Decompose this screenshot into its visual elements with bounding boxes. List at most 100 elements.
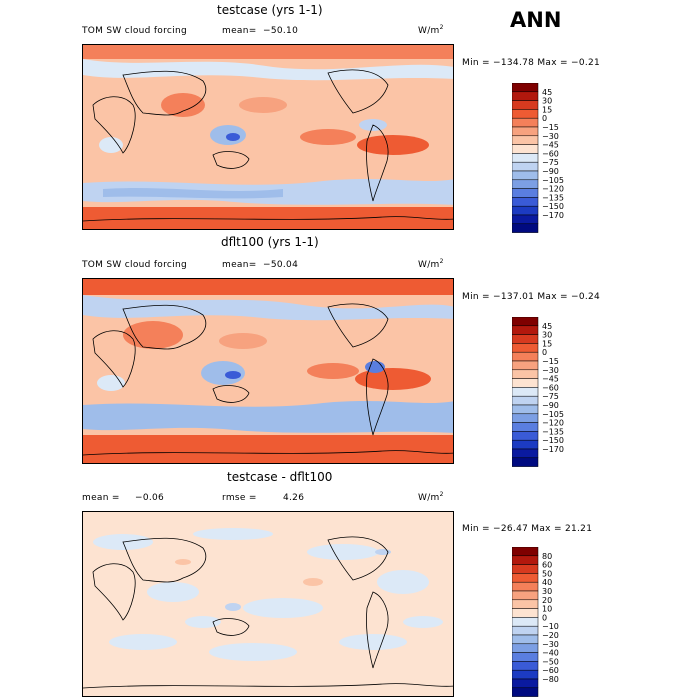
colorbar-tick-label: −75 bbox=[542, 158, 559, 167]
panel3-rmse-value: 4.26 bbox=[283, 493, 305, 503]
colorbar-tick-label: 20 bbox=[542, 596, 552, 605]
colorbar-tick-label: −60 bbox=[542, 149, 559, 158]
colorbar-swatch bbox=[512, 325, 539, 335]
colorbar-swatch bbox=[512, 634, 539, 645]
colorbar-tick-label: 30 bbox=[542, 587, 552, 596]
colorbar-swatch bbox=[512, 608, 539, 618]
colorbar-tick-label: −30 bbox=[542, 640, 559, 649]
colorbar-tick-label: −60 bbox=[542, 666, 559, 675]
colorbar-tick-label: −75 bbox=[542, 392, 559, 401]
colorbar-swatch bbox=[512, 431, 539, 441]
colorbar-tick-label: 15 bbox=[542, 105, 552, 114]
colorbar-swatch bbox=[512, 100, 539, 110]
panel1-units: W/m2 bbox=[418, 24, 444, 36]
colorbar-tick-label: 0 bbox=[542, 348, 547, 357]
panel1-map-field bbox=[83, 45, 453, 229]
colorbar-swatch bbox=[512, 599, 539, 609]
colorbar-tick-label: −120 bbox=[542, 419, 564, 428]
panel1-variable: TOM SW cloud forcing bbox=[82, 26, 187, 36]
panel3-rmse-label: rmse = bbox=[222, 493, 257, 503]
colorbar-swatch bbox=[512, 573, 539, 583]
panel2-colorbar: 4530150−15−30−45−60−75−90−105−120−135−15… bbox=[512, 317, 564, 467]
panel1-colorbar: 4530150−15−30−45−60−75−90−105−120−135−15… bbox=[512, 83, 564, 233]
colorbar-tick-label: −45 bbox=[542, 375, 559, 384]
colorbar-tick-label: 10 bbox=[542, 605, 552, 614]
colorbar-tick-label: −150 bbox=[542, 202, 564, 211]
colorbar-swatch bbox=[512, 404, 539, 415]
colorbar-tick-label: −50 bbox=[542, 657, 559, 666]
colorbar-swatch bbox=[512, 669, 539, 680]
colorbar-tick-label: 0 bbox=[542, 114, 547, 123]
panel2-mean-value: −50.04 bbox=[263, 260, 299, 270]
colorbar-swatch bbox=[512, 351, 539, 362]
colorbar-swatch bbox=[512, 413, 539, 423]
colorbar-swatch bbox=[512, 223, 539, 233]
colorbar-swatch bbox=[512, 457, 539, 467]
panel2-mean-label: mean= bbox=[222, 260, 257, 270]
colorbar-tick-label: 30 bbox=[542, 97, 552, 106]
colorbar-tick-label: 45 bbox=[542, 88, 552, 97]
colorbar-tick-label: −30 bbox=[542, 366, 559, 375]
colorbar-swatch bbox=[512, 564, 539, 574]
colorbar-tick-label: −20 bbox=[542, 631, 559, 640]
panel3-mean-label: mean = bbox=[82, 493, 120, 503]
colorbar-swatch bbox=[512, 422, 539, 432]
colorbar-swatch bbox=[512, 109, 539, 119]
colorbar-swatch bbox=[512, 378, 539, 388]
colorbar-tick-label: −15 bbox=[542, 357, 559, 366]
colorbar-swatch bbox=[512, 643, 539, 653]
colorbar-tick-label: −60 bbox=[542, 383, 559, 392]
colorbar-tick-label: −170 bbox=[542, 445, 564, 454]
panel3-title: testcase - dflt100 bbox=[227, 470, 333, 484]
colorbar-tick-label: −90 bbox=[542, 401, 559, 410]
colorbar-swatch bbox=[512, 334, 539, 344]
colorbar-swatch bbox=[512, 555, 539, 565]
colorbar-tick-label: 0 bbox=[542, 613, 547, 622]
colorbar-swatch bbox=[512, 678, 539, 689]
colorbar-tick-label: 15 bbox=[542, 339, 552, 348]
colorbar-swatch bbox=[512, 625, 539, 636]
colorbar-swatch bbox=[512, 617, 539, 627]
colorbar-tick-label: −10 bbox=[542, 622, 559, 631]
colorbar-tick-label: 80 bbox=[542, 552, 552, 561]
colorbar-swatch bbox=[512, 687, 539, 697]
colorbar-tick-label: 40 bbox=[542, 578, 552, 587]
colorbar-swatch bbox=[512, 83, 539, 93]
colorbar-tick-label: −30 bbox=[542, 132, 559, 141]
colorbar-tick-label: −105 bbox=[542, 176, 564, 185]
panel2-title: dflt100 (yrs 1-1) bbox=[221, 235, 319, 249]
colorbar-swatch bbox=[512, 661, 539, 671]
colorbar-tick-label: −15 bbox=[542, 123, 559, 132]
colorbar-tick-label: −40 bbox=[542, 649, 559, 658]
colorbar-swatch bbox=[512, 161, 539, 172]
colorbar-tick-label: −105 bbox=[542, 410, 564, 419]
colorbar-tick-label: −80 bbox=[542, 675, 559, 684]
colorbar-tick-label: 30 bbox=[542, 331, 552, 340]
panel1-mean-label: mean= bbox=[222, 26, 257, 36]
colorbar-swatch bbox=[512, 395, 539, 406]
colorbar-swatch bbox=[512, 188, 539, 198]
panel3-units: W/m2 bbox=[418, 491, 444, 503]
panel1-mean-value: −50.10 bbox=[263, 26, 299, 36]
panel2-variable: TOM SW cloud forcing bbox=[82, 260, 187, 270]
colorbar-swatch bbox=[512, 581, 539, 592]
colorbar-tick-label: −135 bbox=[542, 193, 564, 202]
colorbar-swatch bbox=[512, 590, 539, 601]
colorbar-swatch bbox=[512, 317, 539, 327]
colorbar-swatch bbox=[512, 170, 539, 181]
colorbar-swatch bbox=[512, 153, 539, 163]
panel3-map bbox=[82, 511, 454, 697]
colorbar-swatch bbox=[512, 387, 539, 397]
colorbar-swatch bbox=[512, 117, 539, 128]
panel3-minmax: Min = −26.47 Max = 21.21 bbox=[462, 524, 593, 534]
colorbar-swatch bbox=[512, 360, 539, 371]
colorbar-swatch bbox=[512, 135, 539, 145]
colorbar-swatch bbox=[512, 179, 539, 189]
colorbar-swatch bbox=[512, 144, 539, 154]
colorbar-tick-label: 60 bbox=[542, 561, 552, 570]
panel2-map bbox=[82, 278, 454, 464]
panel3-mean-value: −0.06 bbox=[135, 493, 165, 503]
colorbar-swatch bbox=[512, 205, 539, 216]
colorbar-swatch bbox=[512, 343, 539, 353]
